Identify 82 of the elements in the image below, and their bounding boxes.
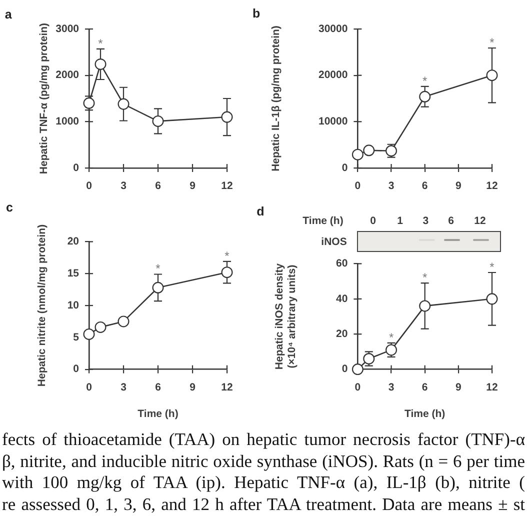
- x-tick-label: 6: [422, 180, 428, 192]
- x-tick-label: 9: [190, 381, 196, 394]
- y-tick-label: 5: [73, 331, 80, 344]
- text: 1: [397, 215, 403, 227]
- text: re assessed 0, 1, 3, 6, and 12 h after TAA treatment. Data are means ± st: [2, 494, 525, 516]
- annotation: *: [490, 260, 495, 274]
- point: [118, 98, 130, 110]
- point: [419, 90, 431, 102]
- y-axis-title: Hepatic iNOS density (×10⁴ arbitrary units): [273, 263, 298, 370]
- point: [83, 328, 95, 340]
- x-tick-label: 12: [221, 381, 233, 394]
- y-tick-label: 0: [73, 363, 80, 376]
- y-tick-label: 20000: [318, 69, 348, 82]
- y-tick-label: 20: [67, 236, 80, 248]
- x-tick-label: 9: [190, 180, 196, 192]
- chart-title: d: [256, 204, 264, 218]
- chart-title: c: [6, 200, 13, 214]
- point: [221, 266, 233, 278]
- x-tick-label: 3: [120, 180, 127, 192]
- x-tick-label: 9: [456, 180, 462, 192]
- y-tick-label: 1000: [56, 116, 80, 128]
- text: 0: [370, 215, 376, 227]
- x-tick-label: 9: [456, 381, 462, 394]
- point: [352, 364, 364, 376]
- x-tick-label: 6: [155, 381, 162, 394]
- y-tick-label: 10: [67, 299, 80, 312]
- x-tick-label: 3: [388, 180, 394, 192]
- x-tick-label: 12: [486, 180, 498, 192]
- point: [352, 148, 364, 160]
- text: 6: [448, 215, 454, 227]
- y-tick-label: 0: [342, 363, 348, 376]
- point: [419, 300, 431, 312]
- text: 12: [474, 215, 486, 227]
- x-tick-label: 0: [86, 381, 92, 394]
- x-tick-label: 0: [354, 180, 361, 192]
- annotation: *: [98, 36, 104, 50]
- chart-title: a: [4, 8, 12, 22]
- point: [94, 321, 106, 333]
- y-tick-label: 2000: [56, 69, 80, 82]
- x-tick-label: 3: [120, 381, 127, 394]
- y-tick-label: 0: [73, 162, 80, 174]
- annotation: *: [388, 330, 394, 344]
- y-tick-label: 10000: [318, 116, 348, 128]
- annotation: *: [156, 262, 161, 276]
- y-tick-label: 60: [336, 258, 348, 270]
- point: [221, 111, 233, 123]
- annotation: *: [422, 270, 428, 285]
- text: β, nitrite, and inducible nitric oxide synthase (iNOS). Rats (n = 6 per time: [2, 450, 525, 472]
- text: b: [252, 6, 260, 20]
- text: 3: [422, 215, 429, 227]
- y-tick-label: 30000: [318, 22, 348, 35]
- x-tick-label: 3: [388, 381, 394, 394]
- x-tick-label: 12: [486, 381, 498, 394]
- x-tick-label: 12: [221, 180, 233, 192]
- point: [152, 282, 164, 294]
- point: [152, 115, 164, 127]
- y-tick-label: 40: [336, 292, 348, 305]
- text: iNOS: [321, 236, 347, 248]
- text: with 100 mg/kg of TAA (ip). Hepatic TNF-α (a), IL-1β (b), nitrite (: [2, 472, 525, 494]
- x-axis-title: Time (h): [404, 408, 446, 420]
- x-tick-label: 0: [354, 381, 361, 394]
- annotation: *: [224, 248, 230, 263]
- point: [486, 293, 498, 305]
- y-tick-label: 0: [342, 162, 348, 174]
- y-tick-label: 15: [67, 267, 80, 280]
- x-axis-title: Time (h): [138, 408, 178, 420]
- text: fects of thioacetamide (TAA) on hepatic tumor necrosis factor (TNF)-α: [2, 429, 525, 451]
- point: [118, 316, 130, 328]
- text: Time (h): [302, 215, 344, 227]
- y-axis-title: Hepatic TNF-α (pg/mg protein): [38, 22, 50, 174]
- y-axis-title: Hepatic IL-1β (pg/mg protein): [270, 26, 282, 172]
- x-tick-label: 6: [155, 180, 162, 192]
- annotation: *: [422, 74, 428, 88]
- x-tick-label: 0: [86, 180, 92, 192]
- point: [486, 70, 498, 82]
- point: [363, 144, 375, 156]
- point: [94, 58, 106, 70]
- annotation: *: [490, 35, 495, 50]
- x-tick-label: 6: [422, 381, 428, 394]
- y-tick-label: 3000: [56, 22, 80, 35]
- y-axis-title: Hepatic nitrite (nmol/mg protein): [36, 224, 48, 387]
- y-tick-label: 20: [336, 328, 348, 340]
